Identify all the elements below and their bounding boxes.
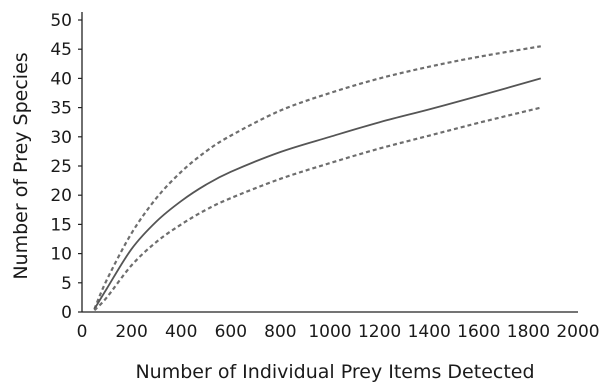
y-tick-label: 10 (50, 245, 72, 265)
x-tick-label: 2000 (556, 322, 599, 342)
x-tick-label: 800 (264, 322, 296, 342)
x-tick-label: 1800 (507, 322, 550, 342)
x-tick-label: 0 (77, 322, 88, 342)
y-axis-title: Number of Prey Species (10, 52, 32, 279)
y-tick-label: 15 (50, 215, 72, 235)
y-tick-label: 20 (50, 186, 72, 206)
x-tick-label: 200 (115, 322, 147, 342)
y-tick-label: 50 (50, 11, 72, 31)
y-tick-label: 35 (50, 99, 72, 119)
x-tick-label: 1400 (408, 322, 451, 342)
series-line-solid (93, 77, 542, 310)
x-axis-title: Number of Individual Prey Items Detected (135, 361, 534, 383)
y-tick-label: 40 (50, 69, 72, 89)
axes (81, 12, 578, 313)
x-tick-label: 1000 (308, 322, 351, 342)
x-tick-label: 1200 (358, 322, 401, 342)
x-tick-group: 0 200 400 600 800 1000 1200 1400 1600 1800 2000 (77, 322, 600, 342)
series-line-dashed-2 (93, 106, 542, 312)
y-tick-label: 45 (50, 40, 72, 60)
y-tick-group: 0 5 10 15 20 25 30 35 40 45 50 (50, 11, 82, 323)
y-tick-label: 30 (50, 128, 72, 148)
series-line-dashed-0 (93, 45, 541, 310)
y-tick-label: 0 (61, 303, 72, 323)
y-tick-label: 5 (61, 274, 72, 294)
series-layer (93, 45, 542, 312)
x-tick-label: 1600 (457, 322, 500, 342)
y-tick-label: 25 (50, 157, 72, 177)
x-tick-label: 600 (215, 322, 247, 342)
x-tick-label: 400 (165, 322, 197, 342)
